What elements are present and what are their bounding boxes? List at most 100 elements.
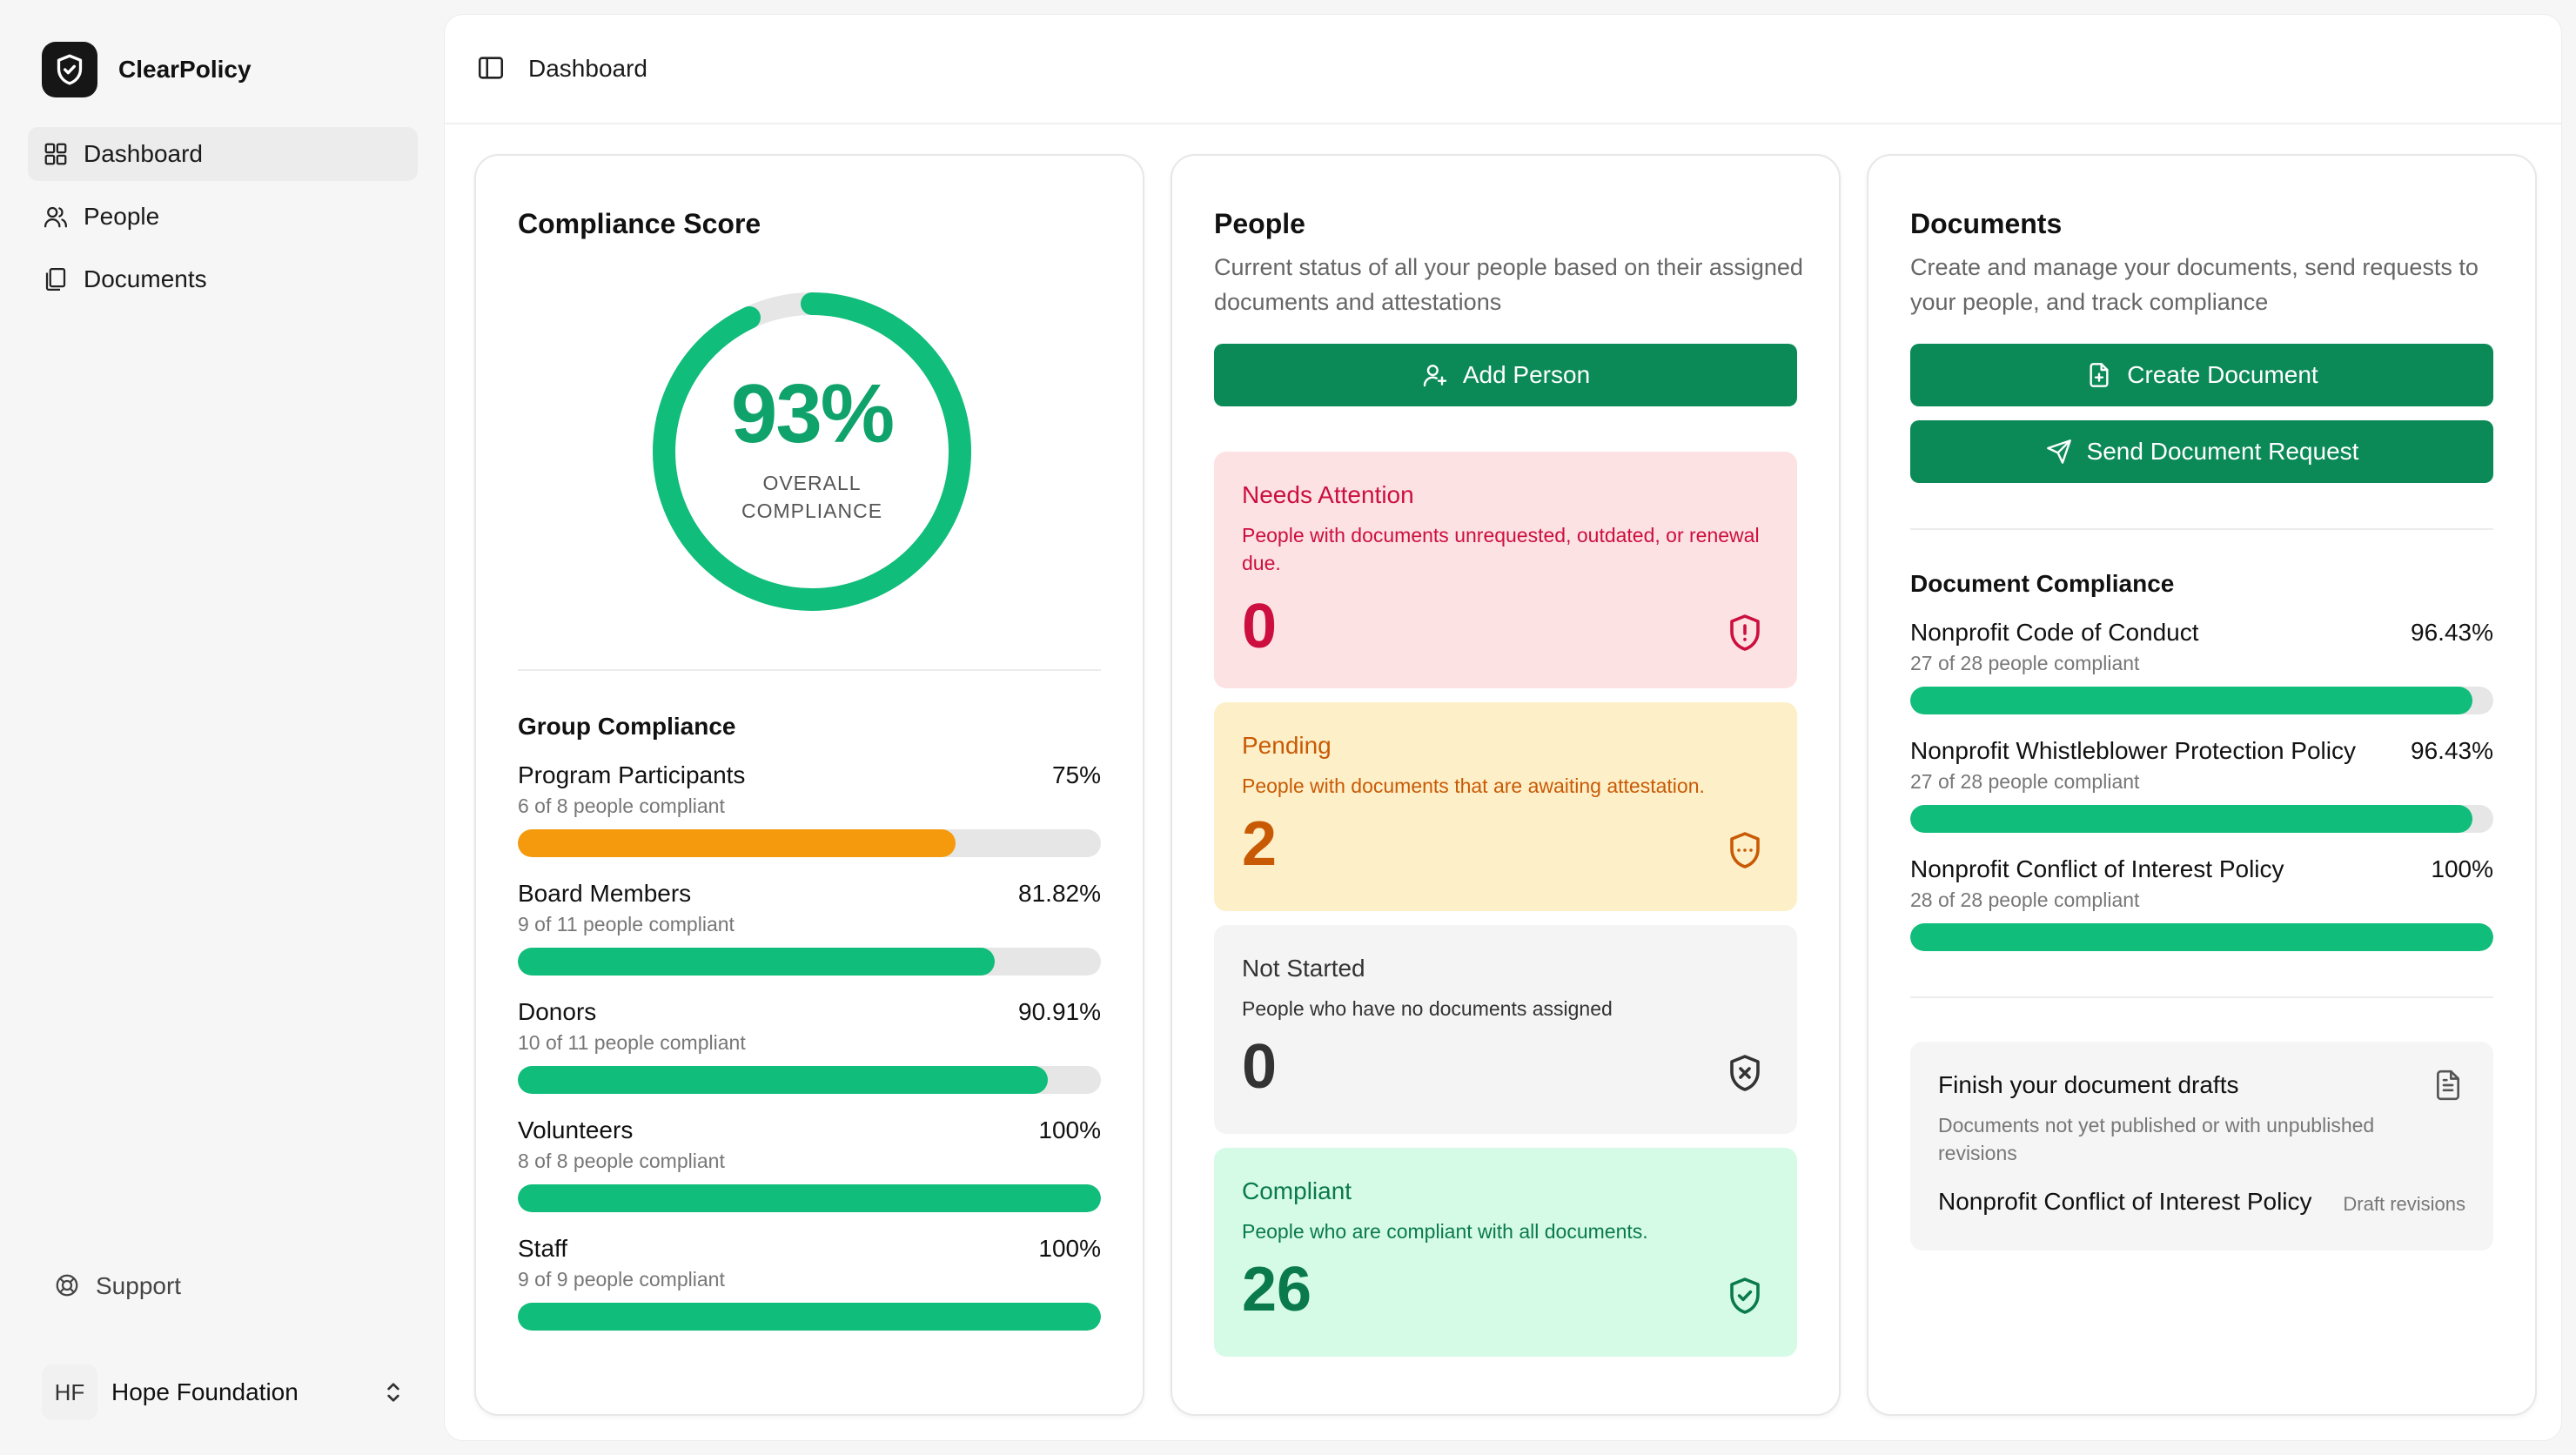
status-pending[interactable]: Pending People with documents that are a… (1214, 702, 1797, 911)
status-title: Not Started (1242, 955, 1365, 982)
progress-track (1910, 687, 2493, 714)
card-description: Current status of all your people based … (1214, 254, 1803, 315)
drafts-description: Documents not yet published or with unpu… (1938, 1114, 2375, 1164)
sidebar-toggle-icon[interactable] (476, 53, 507, 84)
draft-status-tag: Draft revisions (2343, 1193, 2465, 1215)
sidebar-item-label: Dashboard (84, 140, 203, 167)
send-icon (2045, 438, 2073, 466)
progress-fill (518, 1303, 1101, 1331)
group-sub: 9 of 11 people compliant (518, 913, 735, 935)
status-needs-attention[interactable]: Needs Attention People with documents un… (1214, 452, 1797, 688)
org-switcher[interactable]: HF Hope Foundation (42, 1364, 407, 1420)
group-name: Board Members (518, 880, 692, 907)
group-percent: 90.91% (1018, 998, 1101, 1025)
support-link[interactable]: Support (54, 1272, 181, 1300)
document-row[interactable]: Nonprofit Whistleblower Protection Polic… (1910, 737, 2493, 833)
group-row[interactable]: Staff 100% 9 of 9 people compliant (518, 1235, 1101, 1331)
progress-fill (1910, 923, 2493, 951)
send-document-request-button[interactable]: Send Document Request (1910, 420, 2493, 483)
progress-fill (1910, 805, 2473, 833)
documents-icon (42, 265, 70, 293)
status-count: 0 (1242, 592, 1278, 661)
chevron-up-down-icon (379, 1378, 407, 1406)
progress-track (518, 1303, 1101, 1331)
status-title: Needs Attention (1242, 481, 1414, 508)
shield-alert-icon (1724, 612, 1766, 654)
status-count: 0 (1242, 1032, 1278, 1102)
send-document-request-label: Send Document Request (2086, 438, 2359, 465)
group-compliance-title: Group Compliance (518, 713, 736, 740)
progress-track (518, 829, 1101, 857)
group-percent: 81.82% (1018, 880, 1101, 907)
document-name: Nonprofit Whistleblower Protection Polic… (1910, 737, 2356, 764)
group-row[interactable]: Board Members 81.82% 9 of 11 people comp… (518, 880, 1101, 976)
group-percent: 100% (1038, 1116, 1101, 1143)
create-document-label: Create Document (2127, 361, 2318, 388)
group-name: Staff (518, 1235, 568, 1262)
document-row[interactable]: Nonprofit Code of Conduct 96.43% 27 of 2… (1910, 619, 2493, 714)
group-name: Donors (518, 998, 597, 1025)
group-row[interactable]: Donors 90.91% 10 of 11 people compliant (518, 998, 1101, 1094)
brand[interactable]: ClearPolicy (42, 42, 252, 97)
progress-track (518, 1184, 1101, 1212)
card-title: Compliance Score (518, 208, 761, 239)
org-avatar: HF (42, 1364, 97, 1420)
sidebar-item-label: Documents (84, 265, 207, 292)
document-row[interactable]: Nonprofit Conflict of Interest Policy 10… (1910, 855, 2493, 951)
group-sub: 9 of 9 people compliant (518, 1268, 725, 1291)
add-person-button[interactable]: Add Person (1214, 344, 1797, 406)
create-document-button[interactable]: Create Document (1910, 344, 2493, 406)
shield-check-icon (1724, 1275, 1766, 1317)
group-sub: 6 of 8 people compliant (518, 795, 725, 817)
shield-x-icon (1724, 1052, 1766, 1094)
sidebar-item-dashboard[interactable]: Dashboard (28, 127, 418, 181)
drafts-title: Finish your document drafts (1938, 1071, 2239, 1098)
status-compliant[interactable]: Compliant People who are compliant with … (1214, 1148, 1797, 1357)
ring-fill (653, 292, 971, 611)
status-description: People who have no documents assigned (1242, 997, 1613, 1020)
draft-item-link[interactable]: Nonprofit Conflict of Interest Policy (1938, 1188, 2312, 1215)
document-name: Nonprofit Code of Conduct (1910, 619, 2199, 646)
progress-fill (518, 829, 956, 857)
sidebar-item-people[interactable]: People (28, 190, 418, 244)
org-name: Hope Foundation (111, 1378, 299, 1405)
divider (1910, 528, 2493, 530)
main-panel: Dashboard Compliance Score 93% OVERALL C… (444, 14, 2562, 1441)
status-count: 26 (1242, 1255, 1312, 1324)
progress-fill (1910, 687, 2473, 714)
status-not-started[interactable]: Not Started People who have no documents… (1214, 925, 1797, 1134)
progress-fill (518, 1066, 1049, 1094)
group-percent: 75% (1051, 761, 1101, 788)
progress-track (518, 948, 1101, 976)
divider (1910, 996, 2493, 998)
documents-card: Documents Create and manage your documen… (1867, 154, 2537, 1416)
card-description: Create and manage your documents, send r… (1910, 254, 2479, 315)
users-icon (42, 203, 70, 231)
lifebuoy-icon (54, 1272, 82, 1300)
progress-track (518, 1066, 1101, 1094)
card-title: Documents (1910, 208, 2063, 239)
progress-fill (518, 1184, 1101, 1212)
sidebar-item-documents[interactable]: Documents (28, 252, 418, 306)
status-description: People with documents unrequested, outda… (1242, 524, 1760, 574)
sidebar: ClearPolicy Dashboard People (0, 0, 444, 1455)
breadcrumb: Dashboard (528, 55, 647, 82)
user-plus-icon (1421, 361, 1449, 389)
status-description: People who are compliant with all docume… (1242, 1220, 1648, 1243)
progress-fill (518, 948, 996, 976)
support-label: Support (96, 1272, 182, 1299)
progress-track (1910, 805, 2493, 833)
group-name: Program Participants (518, 761, 746, 788)
document-percent: 96.43% (2411, 737, 2493, 764)
group-row[interactable]: Program Participants 75% 6 of 8 people c… (518, 761, 1101, 857)
shield-check-icon (42, 42, 97, 97)
group-name: Volunteers (518, 1116, 634, 1143)
status-count: 2 (1242, 809, 1278, 879)
document-compliance-title: Document Compliance (1910, 570, 2175, 597)
status-description: People with documents that are awaiting … (1242, 774, 1705, 797)
progress-track (1910, 923, 2493, 951)
compliance-score-card: Compliance Score 93% OVERALL COMPLIANCE … (474, 154, 1144, 1416)
compliance-ring: 93% OVERALL COMPLIANCE (647, 286, 977, 617)
compliance-label: OVERALL COMPLIANCE (725, 469, 899, 525)
group-row[interactable]: Volunteers 100% 8 of 8 people compliant (518, 1116, 1101, 1212)
